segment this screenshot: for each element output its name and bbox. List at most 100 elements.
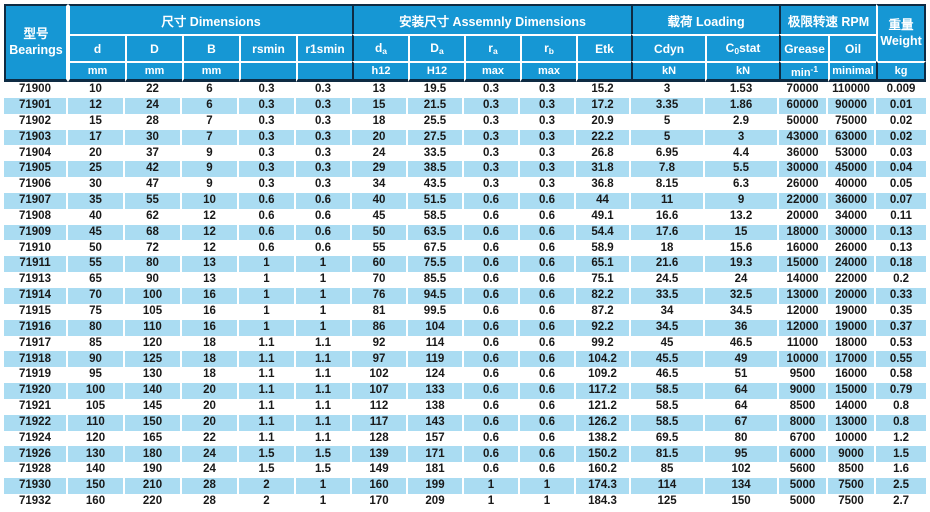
value-cell: 100	[125, 287, 182, 304]
value-cell: 26.8	[576, 145, 632, 162]
value-cell: 58.9	[576, 240, 632, 257]
value-cell: 58.5	[631, 414, 706, 431]
value-cell: 126.2	[576, 414, 632, 431]
value-cell: 100	[68, 383, 125, 399]
value-cell: 22000	[779, 192, 829, 209]
value-cell: 1.1	[296, 367, 352, 384]
unit-row: mm mm mm h12 H12 max max kN kN min-1 minimal kg	[4, 61, 927, 82]
value-cell: 0.6	[464, 272, 520, 288]
value-cell: 138	[408, 398, 464, 415]
value-cell: 13.2	[705, 208, 780, 225]
value-cell: 17	[68, 129, 125, 146]
value-cell: 22	[182, 430, 239, 447]
value-cell: 0.6	[520, 224, 576, 241]
value-cell: 14000	[779, 272, 829, 288]
value-cell: 18	[631, 240, 706, 257]
value-cell: 33.5	[408, 145, 464, 162]
value-cell: 8.15	[631, 177, 706, 193]
value-cell: 40	[68, 208, 125, 225]
value-cell: 30	[125, 129, 182, 146]
value-cell: 110000	[828, 82, 877, 98]
value-cell: 75.1	[576, 272, 632, 288]
value-cell: 1	[520, 478, 576, 494]
value-cell: 0.3	[296, 113, 352, 130]
value-cell: 46.5	[631, 367, 706, 384]
value-cell: 128	[352, 430, 408, 447]
value-cell: 68	[125, 224, 182, 241]
value-cell: 0.35	[876, 303, 927, 320]
value-cell: 8500	[779, 398, 829, 415]
value-cell: 92	[352, 335, 408, 352]
value-cell: 139	[352, 446, 408, 463]
value-cell: 0.6	[464, 208, 520, 225]
bearing-model: 71919	[4, 367, 68, 384]
value-cell: 1	[296, 493, 352, 510]
value-cell: 5000	[779, 478, 829, 494]
value-cell: 55	[352, 240, 408, 257]
table-row: 71902 15 28 7 0.3 0.3 18 25.5 0.3 0.3 20.9 5 2.9 5000…	[4, 113, 927, 130]
value-cell: 160	[68, 493, 125, 510]
value-cell: 25	[68, 161, 125, 178]
value-cell: 15.2	[576, 82, 632, 98]
value-cell: 150	[125, 414, 182, 431]
unit-mm: mm	[182, 61, 239, 82]
value-cell: 0.6	[520, 414, 576, 431]
value-cell: 181	[408, 462, 464, 479]
value-cell: 0.04	[876, 161, 927, 178]
value-cell: 10000	[828, 430, 877, 447]
value-cell: 171	[408, 446, 464, 463]
value-cell: 0.6	[464, 462, 520, 479]
value-cell: 65.1	[576, 256, 632, 273]
value-cell: 24	[182, 462, 239, 479]
value-cell: 0.6	[296, 224, 352, 241]
table-row: 71928 140 190 24 1.5 1.5 149 181 0.6 0.6 160.2 85 10…	[4, 462, 927, 479]
value-cell: 15	[705, 224, 780, 241]
value-cell: 170	[352, 493, 408, 510]
value-cell: 19.3	[705, 256, 780, 273]
value-cell: 0.6	[520, 240, 576, 257]
value-cell: 18000	[828, 335, 877, 352]
table-row: 71920 100 140 20 1.1 1.1 107 133 0.6 0.6 117.2 58.5…	[4, 383, 927, 399]
value-cell: 107	[352, 383, 408, 399]
value-cell: 2.9	[705, 113, 780, 130]
value-cell: 81.5	[631, 446, 706, 463]
table-row: 71905 25 42 9 0.3 0.3 29 38.5 0.3 0.3 31.8 7.8 5.5 30…	[4, 161, 927, 178]
value-cell: 60	[352, 256, 408, 273]
value-cell: 190	[125, 462, 182, 479]
bearing-model: 71921	[4, 398, 68, 415]
value-cell: 0.07	[876, 192, 927, 209]
value-cell: 1	[464, 493, 520, 510]
value-cell: 1.5	[296, 446, 352, 463]
table-row: 71901 12 24 6 0.3 0.3 15 21.5 0.3 0.3 17.2 3.35 1.86…	[4, 97, 927, 114]
value-cell: 1.1	[239, 414, 296, 431]
value-cell: 114	[408, 335, 464, 352]
value-cell: 9500	[779, 367, 829, 384]
value-cell: 0.6	[520, 335, 576, 352]
value-cell: 138.2	[576, 430, 632, 447]
value-cell: 105	[68, 398, 125, 415]
col-header-d: D	[125, 34, 182, 61]
value-cell: 34.5	[631, 319, 706, 336]
value-cell: 0.18	[876, 256, 927, 273]
value-cell: 44	[576, 192, 632, 209]
value-cell: 0.3	[520, 82, 576, 98]
value-cell: 165	[125, 430, 182, 447]
value-cell: 0.3	[239, 97, 296, 114]
value-cell: 35	[68, 192, 125, 209]
value-cell: 34	[631, 303, 706, 320]
value-cell: 0.6	[464, 414, 520, 431]
value-cell: 1.1	[239, 398, 296, 415]
value-cell: 0.6	[464, 303, 520, 320]
value-cell: 0.6	[520, 208, 576, 225]
bearing-model: 71918	[4, 351, 68, 368]
value-cell: 21.6	[631, 256, 706, 273]
value-cell: 26000	[828, 240, 877, 257]
value-cell: 1	[296, 272, 352, 288]
value-cell: 45000	[828, 161, 877, 178]
value-cell: 0.3	[464, 129, 520, 146]
value-cell: 16	[182, 319, 239, 336]
value-cell: 49.1	[576, 208, 632, 225]
value-cell: 85	[68, 335, 125, 352]
value-cell: 0.3	[239, 161, 296, 178]
value-cell: 28	[182, 493, 239, 510]
